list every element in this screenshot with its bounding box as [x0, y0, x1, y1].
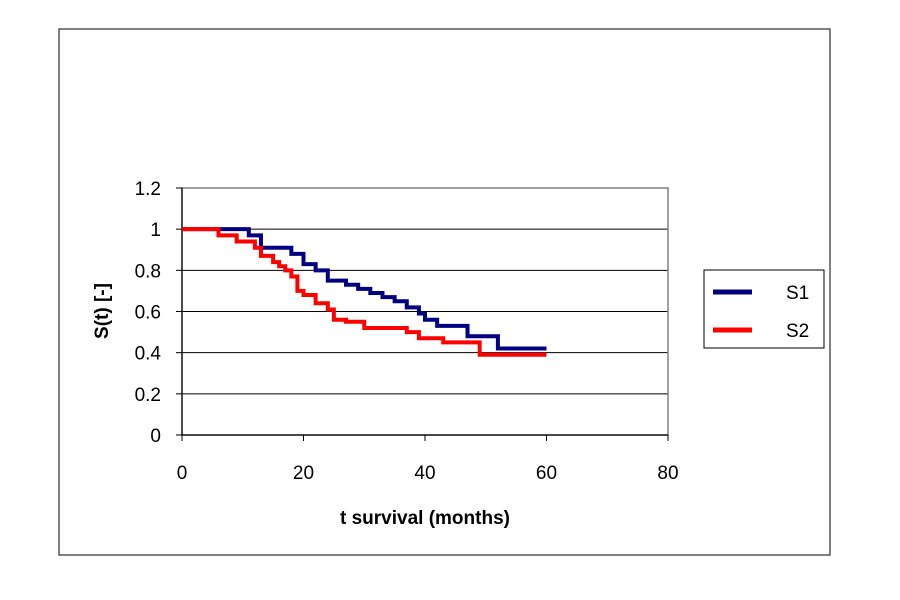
legend-label-s1: S1: [786, 283, 809, 304]
legend-box: [703, 269, 825, 349]
x-tick-label: 60: [536, 463, 557, 484]
y-tick-label: 0.6: [135, 303, 161, 324]
x-tick-label: 20: [293, 463, 314, 484]
legend: S1 S2: [703, 269, 825, 349]
legend-label-s2: S2: [786, 321, 809, 342]
y-tick-label: 0.8: [135, 261, 161, 282]
x-axis-title: t survival (months): [340, 508, 510, 529]
y-tick-label: 1: [150, 220, 161, 241]
x-tick-label: 40: [414, 463, 435, 484]
series-line-s2: [182, 227, 547, 357]
y-axis-title: S(t) [-]: [92, 283, 113, 339]
chart-frame: [58, 28, 831, 556]
x-tick-label: 0: [177, 463, 188, 484]
y-tick-label: 0: [150, 426, 161, 447]
series-line-s1: [182, 227, 547, 351]
y-tick-label: 0.2: [135, 385, 161, 406]
y-tick-label: 0.4: [135, 344, 162, 365]
x-tick-label: 80: [657, 463, 678, 484]
y-tick-label: 1.2: [135, 179, 161, 200]
